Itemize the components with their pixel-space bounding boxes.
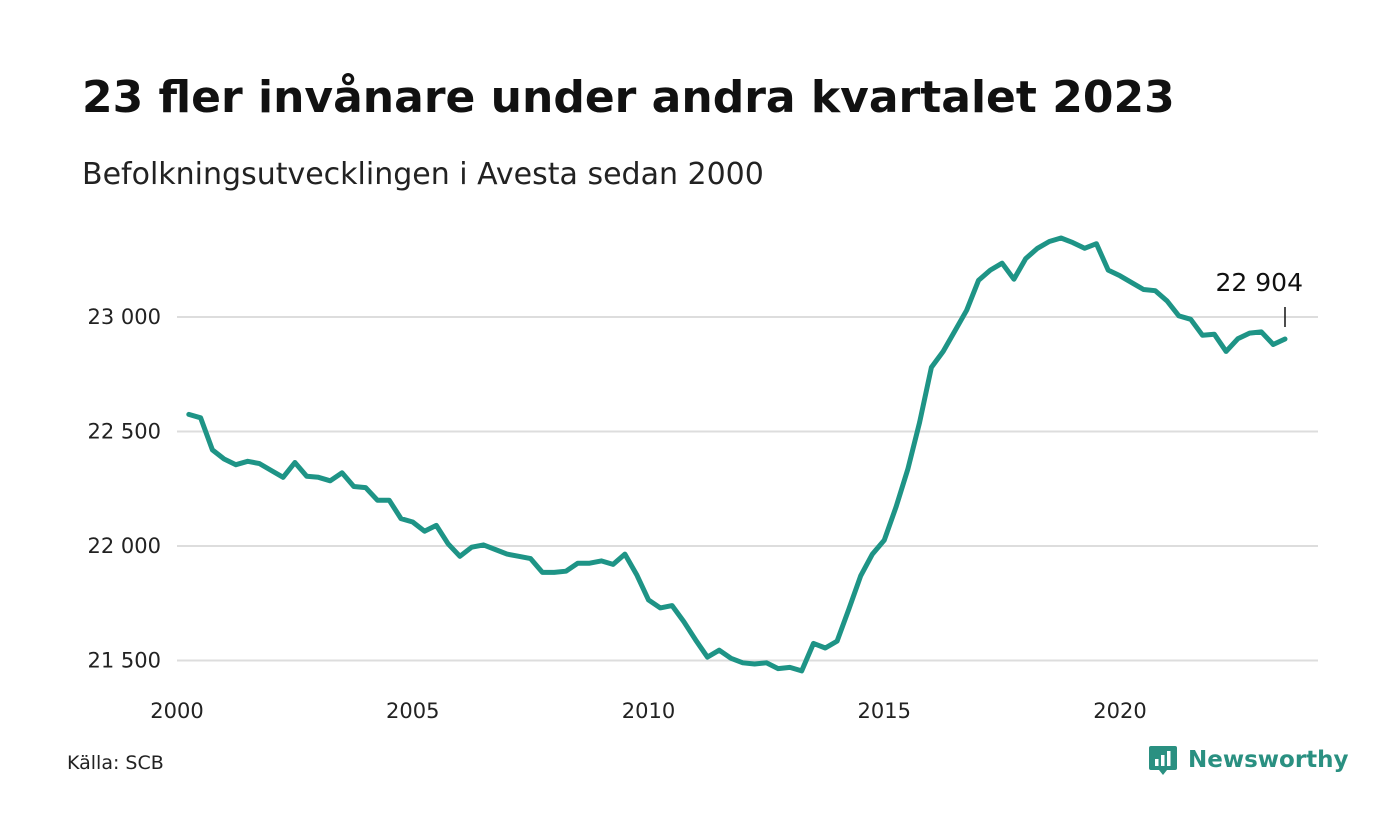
bar-chart-icon [1149, 746, 1177, 775]
annotation-last-value: 22 904 [1216, 268, 1303, 297]
x-tick-label: 2015 [858, 699, 911, 723]
x-tick-label: 2000 [150, 699, 203, 723]
chart-title: 23 fler invånare under andra kvartalet 2… [82, 72, 1175, 123]
brand-name: Newsworthy [1188, 747, 1349, 773]
y-tick-label: 23 000 [88, 305, 161, 329]
x-tick-label: 2010 [622, 699, 675, 723]
y-tick-label: 22 500 [88, 420, 161, 444]
y-tick-label: 22 000 [88, 534, 161, 558]
grid-lines [177, 316, 1318, 662]
series-line-population [186, 235, 1288, 674]
y-tick-label: 21 500 [88, 649, 161, 673]
newsworthy-logo: Newsworthy [1148, 744, 1349, 776]
x-tick-label: 2005 [386, 699, 439, 723]
y-axis-tick-labels: 21 500 22 000 22 500 23 000 [88, 305, 161, 673]
x-tick-label: 2020 [1093, 699, 1146, 723]
x-axis-tick-labels: 2000 2005 2010 2015 2020 [150, 699, 1146, 723]
source-note: Källa: SCB [67, 752, 164, 774]
chart-subtitle: Befolkningsutvecklingen i Avesta sedan 2… [82, 157, 764, 192]
line-chart: 21 500 22 000 22 500 23 000 2000 2005 2010 201… [88, 235, 1318, 723]
